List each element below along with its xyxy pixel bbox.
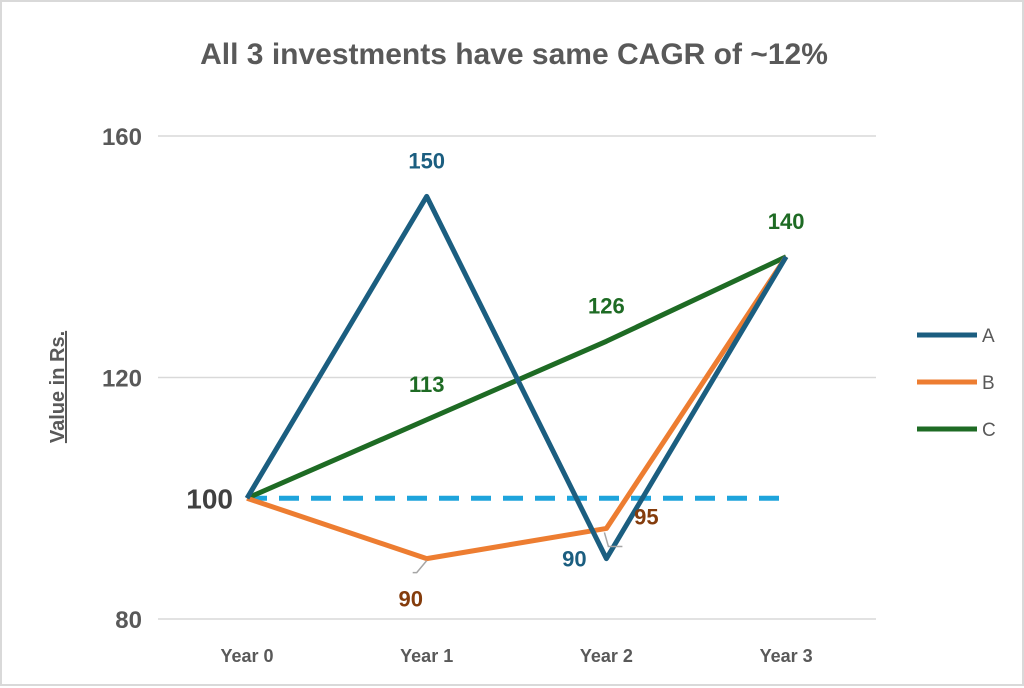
data-label-C-1: 113 [409, 372, 445, 397]
data-label-C-2: 126 [588, 293, 625, 318]
data-label-A-2: 90 [562, 547, 586, 572]
x-tick-label: Year 2 [580, 646, 633, 666]
y-tick-label: 120 [102, 366, 142, 393]
legend-label-B: B [982, 373, 995, 394]
x-tick-label: Year 0 [220, 646, 273, 666]
y-tick-label: 160 [102, 124, 142, 151]
x-tick-label: Year 1 [400, 646, 453, 666]
leader-line [603, 532, 623, 548]
chart-title: All 3 investments have same CAGR of ~12% [200, 38, 828, 71]
data-label-C-3: 140 [768, 209, 805, 234]
start-value-label: 100 [186, 483, 233, 514]
data-label-B-2: 95 [634, 504, 658, 529]
x-tick-label: Year 3 [760, 646, 813, 666]
legend-label-A: A [982, 326, 995, 347]
y-tick-label: 80 [115, 607, 142, 634]
y-axis-label: Value in Rs. [47, 331, 69, 443]
series-line-A [244, 193, 789, 562]
legend-label-C: C [982, 420, 996, 441]
data-label-B-1: 90 [398, 587, 422, 612]
leader-line [412, 560, 428, 574]
data-label-A-1: 150 [408, 148, 445, 173]
series-line-B [246, 255, 789, 562]
